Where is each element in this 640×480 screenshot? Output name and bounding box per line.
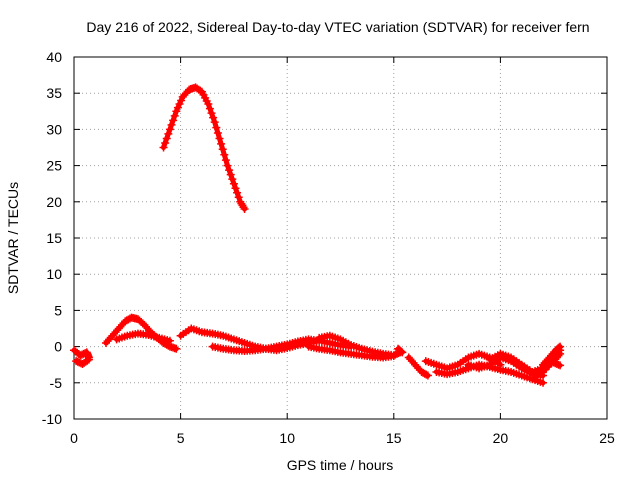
y-tick-label: 10 (46, 266, 62, 282)
data-point (220, 150, 229, 159)
data-point (161, 138, 170, 147)
data-point (423, 371, 432, 380)
data-point (223, 161, 232, 170)
x-tick-label: 15 (386, 430, 402, 446)
y-axis-label: SDTVAR / TECUs (5, 182, 21, 294)
data-point (233, 188, 242, 197)
series-3 (72, 355, 93, 368)
data-point (175, 100, 184, 109)
data-point (225, 166, 234, 175)
data-point (218, 145, 227, 154)
data-point (228, 175, 237, 184)
data-point (215, 134, 224, 143)
data-point (172, 107, 181, 116)
data-point (212, 123, 221, 132)
data-point (226, 170, 235, 179)
data-point (209, 113, 218, 122)
data-point (83, 356, 92, 365)
data-point (162, 134, 171, 143)
x-tick-label: 25 (599, 430, 615, 446)
data-point (239, 203, 248, 212)
data-points (70, 83, 565, 387)
data-point (213, 129, 222, 138)
x-axis-label: GPS time / hours (287, 457, 394, 473)
x-tick-label: 20 (493, 430, 509, 446)
data-point (177, 96, 186, 105)
series-4 (101, 313, 181, 353)
data-point (170, 111, 179, 120)
series-5 (112, 329, 174, 345)
data-point (169, 116, 178, 125)
y-tick-label: 15 (46, 230, 62, 246)
data-point (397, 347, 406, 356)
axis-ticks: 0 5 10 15 20 25 -10 -5 0 5 10 15 20 25 30 35 40 (42, 49, 615, 446)
chart-title: Day 216 of 2022, Sidereal Day-to-day VTE… (86, 19, 589, 35)
data-point (556, 342, 565, 351)
data-point (398, 348, 407, 357)
data-point (231, 184, 240, 193)
data-point (207, 109, 216, 118)
data-point (229, 179, 238, 188)
data-point (210, 118, 219, 127)
y-tick-label: 5 (54, 302, 62, 318)
y-tick-label: 20 (46, 194, 62, 210)
data-point (240, 205, 249, 214)
data-point (234, 193, 243, 202)
series-9 (304, 342, 398, 362)
y-tick-label: 0 (54, 339, 62, 355)
series-10 (394, 344, 407, 357)
series-12 (421, 349, 505, 373)
data-point (196, 86, 205, 95)
y-tick-label: 25 (46, 158, 62, 174)
data-point (422, 370, 431, 379)
series-17 (539, 342, 565, 369)
series-18 (549, 358, 565, 370)
y-tick-label: 35 (46, 85, 62, 101)
grid (74, 57, 607, 419)
y-tick-label: 40 (46, 49, 62, 65)
y-tick-label: -5 (50, 375, 63, 391)
data-point (205, 104, 214, 113)
data-point (555, 343, 564, 352)
x-tick-label: 5 (177, 430, 185, 446)
data-point (172, 344, 181, 353)
data-point (164, 129, 173, 138)
data-point (389, 352, 398, 361)
data-point (84, 355, 93, 364)
y-tick-label: -10 (42, 411, 62, 427)
data-point (167, 120, 176, 129)
data-point (165, 336, 174, 345)
data-point (221, 156, 230, 165)
data-point (159, 143, 168, 152)
series-11 (404, 353, 432, 380)
data-point (173, 103, 182, 112)
x-tick-label: 0 (70, 430, 78, 446)
data-point (165, 125, 174, 134)
data-point (539, 378, 548, 387)
data-point (204, 100, 213, 109)
data-point (217, 139, 226, 148)
series-7 (208, 335, 356, 355)
x-tick-label: 10 (279, 430, 295, 446)
series-1 (159, 83, 249, 214)
data-point (556, 361, 565, 370)
y-tick-label: 30 (46, 121, 62, 137)
